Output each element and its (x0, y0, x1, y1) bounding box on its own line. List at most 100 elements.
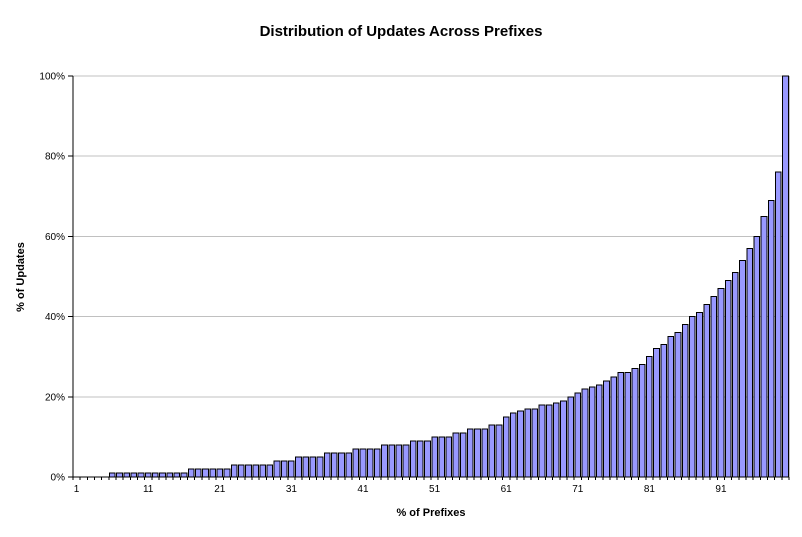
bar (452, 432, 460, 478)
bar (316, 456, 324, 478)
bar (510, 412, 517, 478)
bar (774, 171, 782, 478)
x-tick-label: 61 (501, 484, 513, 495)
bar (216, 468, 224, 478)
bar (230, 464, 238, 478)
bar (259, 464, 267, 478)
bar (581, 388, 589, 478)
bar (431, 436, 438, 478)
bar (724, 280, 732, 478)
bar (552, 402, 560, 478)
x-axis-title: % of Prefixes (396, 507, 465, 519)
y-tick-label: 0% (51, 473, 66, 484)
bar (574, 392, 582, 478)
bar (667, 336, 675, 478)
bar (280, 460, 288, 478)
bar (617, 372, 625, 478)
bar (223, 468, 231, 478)
y-tick-label: 40% (45, 312, 65, 323)
bar (194, 468, 202, 478)
tick-marks (68, 75, 790, 480)
bar (237, 464, 245, 478)
x-tick-label: 1 (74, 484, 80, 495)
bar (531, 408, 539, 478)
bar (144, 472, 152, 478)
bar (266, 464, 274, 478)
bar (467, 428, 474, 478)
tick-labels: 0%20%40%60%80%100%1 11 21 31 41 51 61 71 81 91 (39, 72, 727, 496)
bar (481, 428, 489, 478)
bar (123, 472, 131, 478)
bar (352, 448, 360, 478)
bar (717, 288, 725, 478)
bar (202, 468, 209, 478)
bar (424, 440, 431, 478)
bar (245, 464, 252, 478)
axes (72, 76, 789, 478)
bar (753, 235, 761, 478)
bar (746, 247, 753, 478)
bar (638, 364, 646, 478)
bar (345, 452, 352, 478)
bar (488, 424, 496, 478)
x-tick-label: 31 (286, 484, 298, 495)
bar (524, 408, 531, 478)
bar (603, 380, 610, 478)
bar (567, 396, 574, 478)
x-tick-label: 91 (715, 484, 727, 495)
bar (545, 404, 553, 478)
chart-title: Distribution of Updates Across Prefixes (260, 23, 543, 40)
bar (395, 444, 403, 478)
bar (610, 376, 617, 478)
x-tick-label: 11 (143, 484, 154, 495)
bar (388, 444, 395, 478)
bar (373, 448, 381, 478)
x-tick-label: 81 (644, 484, 656, 495)
bar (302, 456, 310, 478)
bar (689, 316, 696, 478)
bar (560, 400, 567, 478)
bar (416, 440, 424, 478)
bar (660, 344, 668, 478)
y-tick-label: 60% (45, 232, 65, 243)
bar (624, 372, 632, 478)
x-tick-label: 21 (214, 484, 226, 495)
y-axis-title: % of Updates (15, 242, 27, 312)
bar (595, 384, 603, 478)
y-tick-label: 80% (45, 152, 65, 163)
y-tick-label: 20% (45, 392, 65, 403)
bar (166, 472, 173, 478)
bar (295, 456, 302, 478)
bar (739, 259, 746, 478)
bar (381, 444, 388, 478)
bar (445, 436, 453, 478)
bar (109, 472, 116, 478)
bar (209, 468, 216, 478)
bar (646, 356, 653, 478)
bar (681, 324, 689, 478)
bar (323, 452, 331, 478)
bar (696, 312, 703, 478)
bar (152, 472, 159, 478)
bar (703, 304, 710, 478)
bar (288, 460, 295, 478)
bar (767, 199, 775, 478)
bar (438, 436, 446, 478)
bar (459, 432, 467, 478)
bar (331, 452, 338, 478)
y-tick-label: 100% (39, 72, 65, 83)
bar (474, 428, 481, 478)
bar (653, 348, 660, 478)
bar (359, 448, 367, 478)
bar (402, 444, 410, 478)
bar (588, 386, 596, 478)
bar (273, 460, 281, 478)
bar (517, 410, 524, 478)
bar (116, 472, 123, 478)
bar (252, 464, 259, 478)
bar (309, 456, 317, 478)
bar (782, 75, 789, 478)
bar (159, 472, 166, 478)
bar (631, 368, 639, 478)
